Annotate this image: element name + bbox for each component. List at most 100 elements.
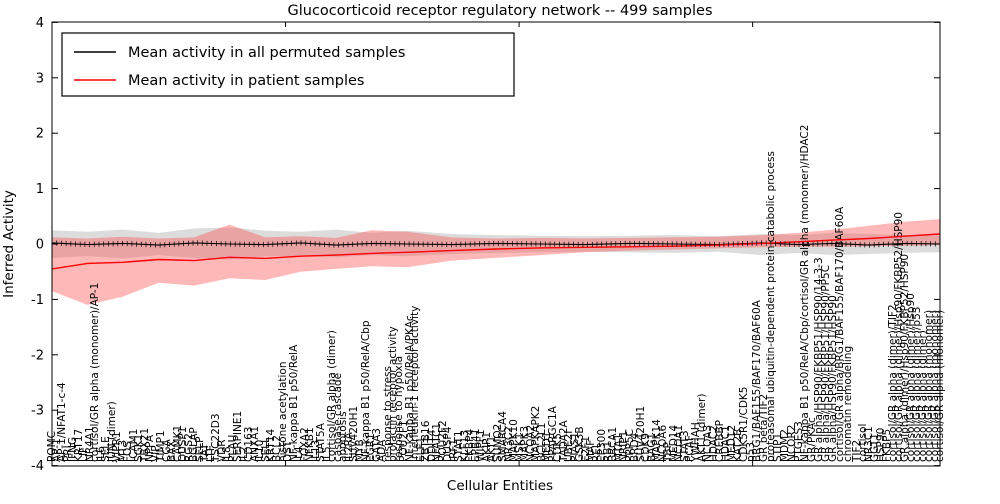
entity-label: IL4 bbox=[293, 446, 305, 462]
entity-label: caspase cascade bbox=[332, 373, 344, 462]
legend: Mean activity in all permuted samples Me… bbox=[61, 32, 515, 97]
entity-label: CDK9 bbox=[640, 433, 652, 462]
entity-label: NRIP1 bbox=[618, 431, 630, 462]
entity-label: NR3C2 bbox=[503, 426, 515, 462]
entity-label: proteasomal ubiquitin-dependent protein … bbox=[765, 151, 777, 462]
entity-label: BRCA1 bbox=[607, 427, 619, 462]
entity-label: SGK1 bbox=[133, 434, 145, 462]
axes-frame bbox=[51, 21, 941, 467]
entity-label: FKBP4 bbox=[464, 429, 476, 462]
y-tick-label: 1 bbox=[36, 182, 44, 197]
entity-label: SMARCA4 bbox=[497, 411, 509, 462]
entity-label: IL2 bbox=[238, 446, 250, 462]
permuted-mean-markers bbox=[51, 240, 941, 248]
entity-label: SUV420H1 bbox=[635, 406, 647, 462]
entity-label: STAT5A bbox=[315, 422, 327, 462]
entity-label: NF-kappa B1 p50/RelA/Cbp bbox=[360, 320, 372, 462]
entity-label: DDIT4 bbox=[426, 429, 438, 462]
entity-label: PTGES3 bbox=[793, 421, 805, 462]
entity-label: SELL bbox=[260, 437, 272, 462]
entity-label: histone acetylation bbox=[277, 362, 289, 463]
entity-label: EGR1 bbox=[365, 433, 377, 462]
entity-label: p53 bbox=[745, 442, 757, 462]
entity-label: chromatin remodeling bbox=[842, 346, 854, 462]
entity-label: AKT1 (dimer) bbox=[696, 394, 708, 462]
entity-label: GR beta/TIF2 bbox=[758, 394, 770, 462]
entity-label: NFKB1 bbox=[304, 427, 316, 462]
entity-label: BGLAP bbox=[188, 427, 200, 462]
entity-label: MAPKAPK2 bbox=[530, 406, 542, 462]
entity-label: ANXA1 bbox=[249, 426, 261, 462]
entity-label: RGS2 bbox=[183, 433, 195, 462]
entity-label: NR4A1 bbox=[84, 426, 96, 462]
entity-label: IFNG bbox=[67, 437, 79, 462]
entity-label: KRT14 bbox=[265, 428, 277, 462]
entity-label: NCOA3 bbox=[702, 425, 714, 462]
entity-label: IL2RA bbox=[343, 432, 355, 462]
entity-label: VIPR1 bbox=[111, 431, 123, 462]
entity-label: NF-kappa B1 p50/RelA/PKAc bbox=[404, 315, 416, 462]
entity-label: MAPK3 bbox=[519, 426, 531, 462]
entity-label: IL13 bbox=[310, 440, 322, 462]
chart-title: Glucocorticoid receptor regulatory netwo… bbox=[288, 3, 713, 19]
entity-label: NF-kappa B1 p50/RelA/Cbp/cortisol/GR alp… bbox=[799, 125, 811, 462]
entity-label: STAT1 bbox=[453, 430, 465, 462]
entity-label: HDAC2 bbox=[708, 425, 720, 462]
entity-label: SELE bbox=[100, 436, 112, 462]
entity-label: LTF bbox=[205, 445, 217, 462]
entity-label: GR alpha/HSP90/FKBP51/HSP90 bbox=[827, 295, 839, 462]
entity-label: GR alpha/HSP90/FKBP51/HSP90/14-3-3 bbox=[813, 257, 825, 462]
entity-label: BAG1 bbox=[646, 433, 658, 462]
entity-label: POU2F2 bbox=[437, 420, 449, 462]
entity-label: SUMO2 bbox=[492, 424, 504, 462]
entity-label: PPARGC1A bbox=[547, 405, 559, 462]
entity-label: PLAU bbox=[227, 435, 239, 462]
x-tick-labels: POMCAP-1AP-1/NFAT1-c-4PRLIFNGKRT17LIFNR4… bbox=[46, 125, 946, 463]
entity-label: YWHAH bbox=[690, 422, 702, 463]
entity-label: EPB41 bbox=[470, 428, 482, 462]
entity-label: NCOA2 bbox=[525, 425, 537, 462]
entity-label: NFATC1 bbox=[431, 423, 443, 462]
entity-label: GR/PKAc bbox=[806, 417, 818, 462]
y-tick-label: 3 bbox=[36, 71, 44, 86]
x-axis-ticks bbox=[51, 22, 754, 466]
legend-box bbox=[61, 32, 515, 97]
entity-label: BCL2 bbox=[271, 435, 283, 462]
entity-label: MAPK14 bbox=[651, 419, 663, 462]
entity-label: cortisol/GR alpha (monomer) bbox=[929, 310, 941, 462]
entity-label: cortisol/GR alpha (dimer) bbox=[326, 330, 338, 462]
entity-label: NCOA6 bbox=[657, 425, 669, 462]
entity-label: IL8 bbox=[221, 446, 233, 462]
entity-label: CDK5R1/CDK5 bbox=[738, 387, 750, 462]
entity-label: E2F1 bbox=[580, 436, 592, 462]
entity-label: NPPA bbox=[144, 434, 156, 462]
entity-label: MAF bbox=[585, 440, 597, 462]
patient-mean-line bbox=[51, 233, 941, 270]
entity-label: MED12 bbox=[726, 425, 738, 462]
entity-label: FOXA2 bbox=[299, 427, 311, 462]
entity-label: DUSP4 bbox=[442, 426, 454, 462]
entity-label: IL5 bbox=[321, 446, 333, 462]
entity-label: IL6 bbox=[95, 446, 107, 462]
y-tick-label: 0 bbox=[36, 238, 44, 253]
entity-label: cortisol/GR alpha (monomer) bbox=[923, 310, 935, 462]
entity-label: AKT1 bbox=[486, 436, 498, 462]
entity-label: CAMK1 bbox=[172, 425, 184, 462]
y-tick-label: -4 bbox=[31, 459, 44, 474]
entity-label: MSK1 bbox=[514, 433, 526, 462]
entity-label: ELF1 bbox=[415, 437, 427, 462]
y-axis-label: Inferred Activity bbox=[1, 190, 17, 298]
entity-label: cortisol/GR alpha (dimer)/Hsp90/FKBP52/H… bbox=[893, 212, 905, 462]
entity-label: FOS bbox=[122, 441, 134, 462]
entity-label: CGA bbox=[161, 439, 173, 462]
y-tick-label: 2 bbox=[36, 127, 44, 142]
entity-label: cortisol/GR alpha (dimer)/p53 bbox=[911, 307, 923, 462]
entity-label: NCOR2 bbox=[786, 425, 798, 462]
y-tick-label: -1 bbox=[31, 293, 44, 308]
entity-label: MDM2 bbox=[779, 429, 791, 462]
entity-label: MED1 bbox=[541, 432, 553, 462]
entity-label: DST bbox=[282, 440, 294, 462]
entity-label: FKBP5 bbox=[881, 429, 893, 462]
entity-label: cortisol/GR alpha (dimer)/TIF2 bbox=[887, 304, 899, 462]
